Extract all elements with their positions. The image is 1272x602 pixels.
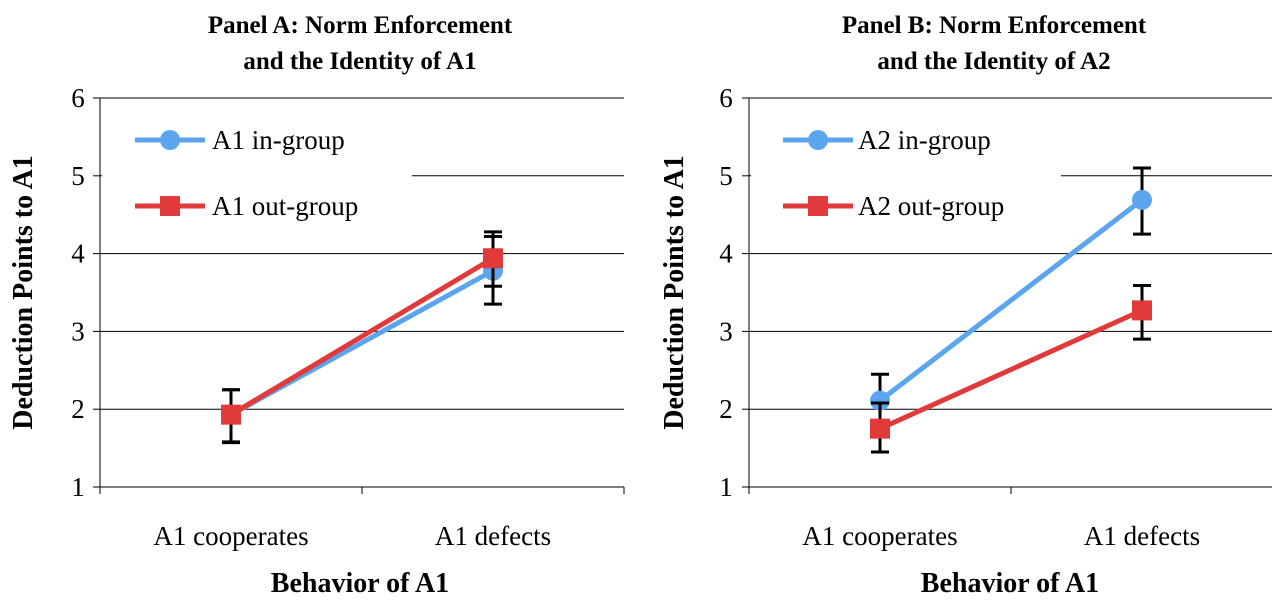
y-tick-label: 6 [71, 83, 85, 113]
data-point-square [483, 248, 503, 269]
series-line [229, 256, 495, 417]
chart-title-line: and the Identity of A2 [877, 48, 1110, 75]
legend-marker-circle [160, 130, 180, 150]
legend-label: A2 out-group [858, 191, 1004, 221]
y-tick-label: 4 [71, 239, 85, 269]
x-category-label: A1 defects [1084, 521, 1200, 551]
y-tick-label: 5 [71, 161, 85, 191]
legend-label: A1 out-group [212, 191, 358, 221]
data-point-circle [1132, 189, 1152, 210]
y-tick-label: 1 [71, 472, 85, 502]
y-tick-label: 3 [71, 316, 85, 346]
x-category-label: A1 cooperates [802, 521, 957, 551]
series-a1-out-group [221, 230, 503, 444]
legend-marker-square [160, 196, 180, 216]
series-a1-in-group [221, 234, 503, 445]
y-tick-label: 2 [719, 394, 733, 424]
x-axis-label: Behavior of A1 [271, 568, 449, 599]
x-axis-label: Behavior of A1 [921, 568, 1099, 599]
y-tick-label: 5 [719, 161, 733, 191]
y-tick-label: 4 [719, 239, 733, 269]
chart-title-line: and the Identity of A1 [243, 48, 476, 75]
data-point-square [221, 404, 241, 425]
y-tick-label: 6 [719, 83, 733, 113]
legend-marker-circle [808, 130, 828, 150]
data-point-square [870, 418, 890, 439]
chart-title-line: Panel B: Norm Enforcement [842, 12, 1147, 39]
series-line [878, 308, 1144, 431]
x-category-label: A1 cooperates [153, 521, 308, 551]
legend-label: A1 in-group [212, 125, 345, 155]
legend-marker-square [808, 196, 828, 216]
y-tick-label: 1 [719, 472, 733, 502]
series-a2-in-group [870, 166, 1152, 428]
y-tick-label: 2 [71, 394, 85, 424]
legend: A1 in-group A1 out-group [102, 112, 412, 230]
chart-title-line: Panel A: Norm Enforcement [208, 12, 513, 39]
legend-background [102, 112, 412, 230]
y-axis-label: Deduction Points to A1 [8, 155, 39, 430]
data-point-circle [870, 390, 890, 411]
series-line [878, 197, 1144, 403]
y-tick-label: 3 [719, 316, 733, 346]
data-point-square [1132, 300, 1152, 321]
legend-label: A2 in-group [858, 125, 991, 155]
series-a2-out-group [870, 283, 1152, 454]
y-axis-label: Deduction Points to A1 [659, 155, 690, 430]
legend-background [751, 112, 1061, 230]
legend: A2 in-group A2 out-group [751, 112, 1061, 230]
panel-a: Panel A: Norm Enforcement and the Identit… [8, 12, 625, 599]
panel-b: Panel B: Norm Enforcement and the Identit… [659, 12, 1272, 599]
x-category-label: A1 defects [435, 521, 551, 551]
